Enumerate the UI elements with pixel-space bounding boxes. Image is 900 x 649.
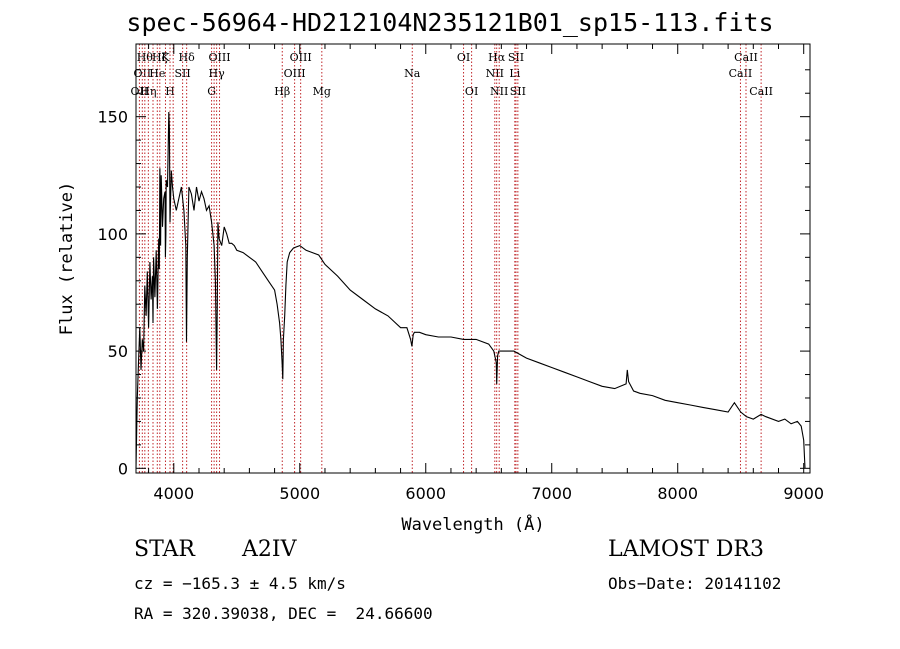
line-marker-label-22: OI — [465, 85, 478, 98]
x-tick-label-3: 7000 — [531, 484, 572, 503]
line-marker-label-16: Hβ — [274, 85, 290, 98]
obs-date-text: Obs−Date: 20141102 — [608, 574, 782, 593]
y-tick-label-1: 50 — [108, 342, 128, 361]
line-marker-label-27: SII — [508, 51, 524, 64]
line-marker-label-17: OIII — [284, 67, 306, 80]
line-marker-label-15: OIII — [208, 51, 230, 64]
y-tick-label-2: 100 — [97, 225, 128, 244]
line-marker-label-3: Hη — [140, 85, 156, 98]
line-marker-label-26: Li — [509, 67, 520, 80]
line-marker-label-31: CaII — [749, 85, 773, 98]
line-marker-label-29: CaII — [729, 67, 753, 80]
line-marker-label-14: Hγ — [209, 67, 226, 80]
line-marker-label-18: OIII — [290, 51, 312, 64]
survey-label: LAMOST DR3 — [608, 537, 764, 562]
spectrum-line — [135, 111, 806, 469]
line-marker-label-24: Hα — [488, 51, 506, 64]
coordinates-text: RA = 320.39038, DEC = 24.66600 — [134, 604, 433, 623]
line-marker-label-0: OII — [131, 85, 149, 98]
plot-frame — [135, 43, 811, 474]
object-subclass: A2IV — [242, 537, 297, 562]
redshift-text: cz = −165.3 ± 4.5 km/s — [134, 574, 346, 593]
line-marker-label-12: G — [207, 85, 216, 98]
x-tick-label-4: 8000 — [657, 484, 698, 503]
y-axis-label: Flux (relative) — [57, 182, 77, 336]
x-tick-label-5: 9000 — [783, 484, 824, 503]
line-marker-label-6: Hζ — [152, 51, 168, 64]
line-marker-label-11: Hδ — [179, 51, 196, 64]
line-marker-label-19: Mg — [313, 85, 331, 98]
line-marker-label-20: Na — [404, 67, 421, 80]
line-marker-label-7: K — [161, 51, 170, 64]
line-marker-label-30: CaII — [734, 51, 758, 64]
x-tick-label-0: 4000 — [153, 484, 194, 503]
line-marker-label-5: He — [149, 67, 165, 80]
line-marker-label-8: H — [165, 85, 175, 98]
x-tick-label-2: 6000 — [405, 484, 446, 503]
y-tick-label-0: 0 — [118, 459, 128, 478]
chart-title: spec-56964-HD212104N235121B01_sp15-113.f… — [126, 8, 774, 37]
object-class: STAR — [134, 537, 195, 562]
y-tick-label-3: 150 — [97, 108, 128, 127]
x-axis-label: Wavelength (Å) — [401, 513, 544, 535]
line-marker-label-25: NII — [490, 85, 508, 98]
line-marker-label-2: Hθ — [137, 51, 154, 64]
line-marker-label-21: OI — [457, 51, 470, 64]
line-marker-label-23: NII — [486, 67, 504, 80]
x-tick-label-1: 5000 — [279, 484, 320, 503]
line-marker-label-10: SII — [174, 67, 190, 80]
line-marker-label-28: SII — [510, 85, 526, 98]
